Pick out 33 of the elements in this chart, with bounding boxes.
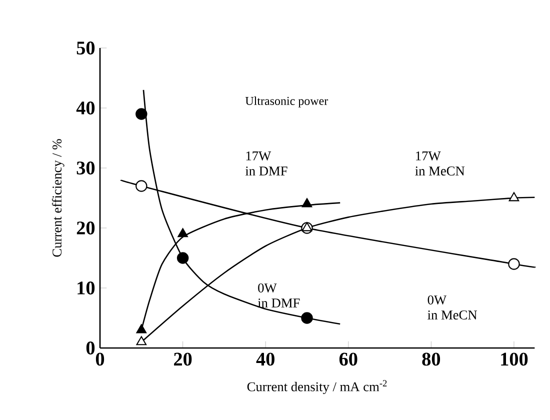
annotation: in DMF [245, 166, 288, 176]
point [508, 258, 520, 270]
y-tick-label: 0 [86, 342, 95, 354]
x-tick-label: 100 [501, 352, 528, 366]
annotation: 17W [416, 151, 441, 160]
x-tick-label: 0 [96, 352, 104, 366]
x-tick-label: 60 [339, 352, 358, 366]
y-tick-label: 50 [76, 42, 95, 54]
point [136, 180, 148, 192]
point [136, 336, 147, 346]
annotation: 0W [258, 283, 277, 293]
annotation: Ultrasonic power [245, 96, 328, 108]
annotation: 0W [428, 295, 447, 305]
point [136, 108, 148, 120]
point [178, 228, 188, 238]
x-tick-label: 80 [422, 352, 440, 366]
annotation: in MeCN [428, 310, 477, 320]
point [136, 324, 147, 334]
y-axis-title: Current efficiency / % [52, 139, 64, 257]
y-tick-label: 40 [76, 102, 95, 114]
point [176, 252, 189, 264]
x-axis-title: Current density / mA cm$^{-2}$ [247, 380, 387, 394]
annotation: 17W [246, 151, 272, 160]
y-tick-label: 30 [76, 162, 95, 174]
y-tick-label: 10 [78, 282, 95, 294]
y-tick-label: 20 [76, 222, 95, 234]
point [302, 198, 312, 208]
point [302, 222, 312, 232]
annotation: in MeCN [415, 166, 465, 176]
x-tick-label: 20 [174, 352, 192, 366]
point [508, 192, 520, 202]
point [301, 312, 313, 324]
x-tick-label: 40 [256, 352, 274, 366]
